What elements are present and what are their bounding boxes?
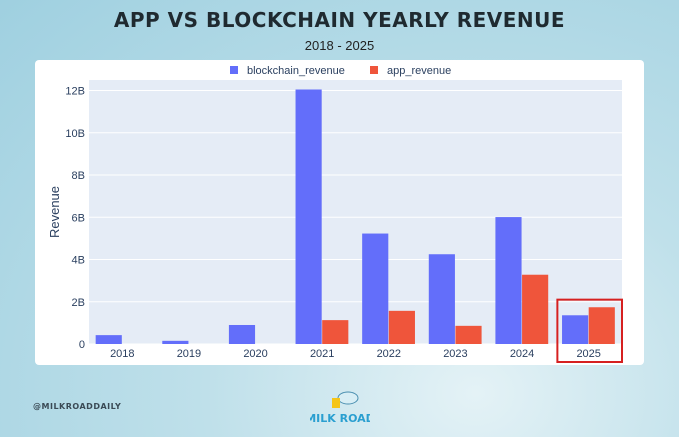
bar-app_revenue-2022 <box>388 310 415 344</box>
y-tick-label: 8B <box>72 170 85 182</box>
bar-blockchain_revenue-2025 <box>562 315 589 344</box>
y-tick-label: 12B <box>65 86 85 98</box>
x-tick-label: 2021 <box>310 348 334 360</box>
bar-app_revenue-2021 <box>322 320 349 344</box>
svg-text:MILK ROAD: MILK ROAD <box>310 412 370 425</box>
bar-blockchain_revenue-2020 <box>228 324 256 344</box>
bar-app_revenue-2023 <box>455 325 482 344</box>
bar-blockchain_revenue-2023 <box>428 254 455 344</box>
x-tick-label: 2024 <box>510 348 534 360</box>
y-tick-label: 0 <box>79 339 85 351</box>
x-tick-label: 2020 <box>243 348 267 360</box>
legend-label-blockchain_revenue: blockchain_revenue <box>247 65 345 77</box>
y-tick-label: 6B <box>72 212 85 224</box>
highlight-box <box>556 298 623 363</box>
legend-label-app_revenue: app_revenue <box>387 65 451 77</box>
bar-app_revenue-2025 <box>588 307 615 344</box>
legend-swatch-blockchain_revenue <box>230 66 238 74</box>
x-tick-label: 2025 <box>576 348 600 360</box>
bar-chart: 0 2B 4B 6B 8B 10B 12B Revenue 2018 2019 2020 2021 20… <box>47 65 623 363</box>
y-tick-label: 10B <box>65 128 85 140</box>
bar-blockchain_revenue-2024 <box>495 217 522 344</box>
chart-subtitle: 2018 - 2025 <box>304 38 375 53</box>
x-tick-label: 2018 <box>110 348 134 360</box>
bar-app_revenue-2024 <box>522 274 549 344</box>
x-tick-label: 2022 <box>377 348 401 360</box>
social-handle: @MILKROADDAILY <box>33 402 122 411</box>
bar-blockchain_revenue-2018 <box>95 335 122 344</box>
bar-blockchain_revenue-2021 <box>295 89 322 344</box>
y-tick-label: 2B <box>72 297 85 309</box>
y-tick-label: 4B <box>72 255 85 267</box>
chart-title: APP VS BLOCKCHAIN YEARLY REVENUE <box>113 8 566 32</box>
y-axis-label: Revenue <box>47 186 62 238</box>
x-tick-label: 2023 <box>443 348 467 360</box>
x-tick-label: 2019 <box>177 348 201 360</box>
legend-swatch-app_revenue <box>370 66 378 74</box>
bar-blockchain_revenue-2019 <box>162 340 189 344</box>
milk-road-logo: MILK ROAD <box>310 391 370 425</box>
bar-blockchain_revenue-2022 <box>362 233 389 344</box>
chart-card: 0 2B 4B 6B 8B 10B 12B Revenue 2018 2019 2020 2021 20… <box>35 60 644 365</box>
